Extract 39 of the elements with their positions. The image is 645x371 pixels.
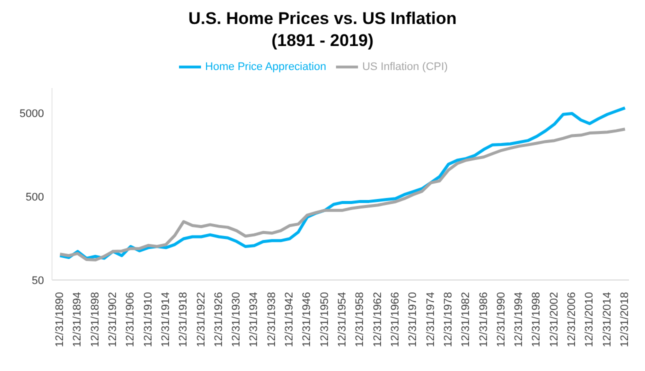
x-tick-label: 12/31/1982	[460, 292, 472, 348]
y-tick-label: 50	[32, 274, 44, 287]
x-tick-label: 12/31/1934	[248, 292, 260, 348]
x-tick-label: 12/31/2018	[619, 292, 631, 348]
x-tick-label: 12/31/1998	[530, 292, 543, 348]
x-tick-label: 12/31/1950	[318, 292, 331, 348]
x-tick-label: 12/31/1946	[301, 292, 314, 348]
x-tick-label: 12/31/2014	[601, 292, 614, 348]
x-tick-label: 12/31/2006	[566, 292, 578, 348]
x-tick-label: 12/31/1954	[336, 292, 348, 348]
x-tick-label: 12/31/1962	[372, 292, 384, 348]
x-tick-label: 12/31/1898	[89, 292, 102, 348]
chart-title: U.S. Home Prices vs. US Inflation (1891 - 2019)	[187, 8, 458, 52]
x-tick-label: 12/31/1970	[407, 292, 420, 348]
legend-label: US Inflation (CPI)	[362, 60, 448, 73]
legend-label: Home Price Appreciation	[205, 60, 326, 73]
x-tick-label: 12/31/1986	[478, 292, 490, 348]
x-tick-label: 12/31/1914	[160, 292, 172, 348]
x-tick-label: 12/31/1906	[124, 292, 137, 348]
x-tick-label: 12/31/1902	[106, 292, 119, 348]
x-tick-label: 12/31/2002	[548, 292, 560, 348]
x-tick-label: 12/31/1994	[513, 292, 526, 348]
x-tick-label: 12/31/1942	[284, 292, 296, 348]
x-tick-label: 12/31/2010	[584, 292, 596, 348]
x-tick-label: 12/31/1890	[54, 292, 66, 348]
x-tick-label: 12/31/1966	[389, 292, 402, 348]
x-tick-label: 12/31/1918	[178, 292, 190, 348]
x-tick-label: 12/31/1922	[195, 292, 208, 348]
x-tick-label: 12/31/1978	[442, 292, 454, 348]
x-tick-label: 12/31/1910	[142, 292, 154, 348]
x-tick-label: 12/31/1990	[495, 292, 508, 348]
y-tick-label: 500	[26, 191, 44, 204]
x-tick-label: 12/31/1938	[266, 292, 278, 348]
y-tick-label: 5000	[20, 108, 44, 120]
x-tick-label: 12/31/1958	[354, 292, 366, 348]
x-tick-label: 12/31/1930	[230, 292, 243, 348]
x-tick-label: 12/31/1894	[72, 292, 84, 348]
x-tick-label: 12/31/1974	[424, 292, 437, 348]
x-tick-label: 12/31/1926	[212, 292, 225, 348]
